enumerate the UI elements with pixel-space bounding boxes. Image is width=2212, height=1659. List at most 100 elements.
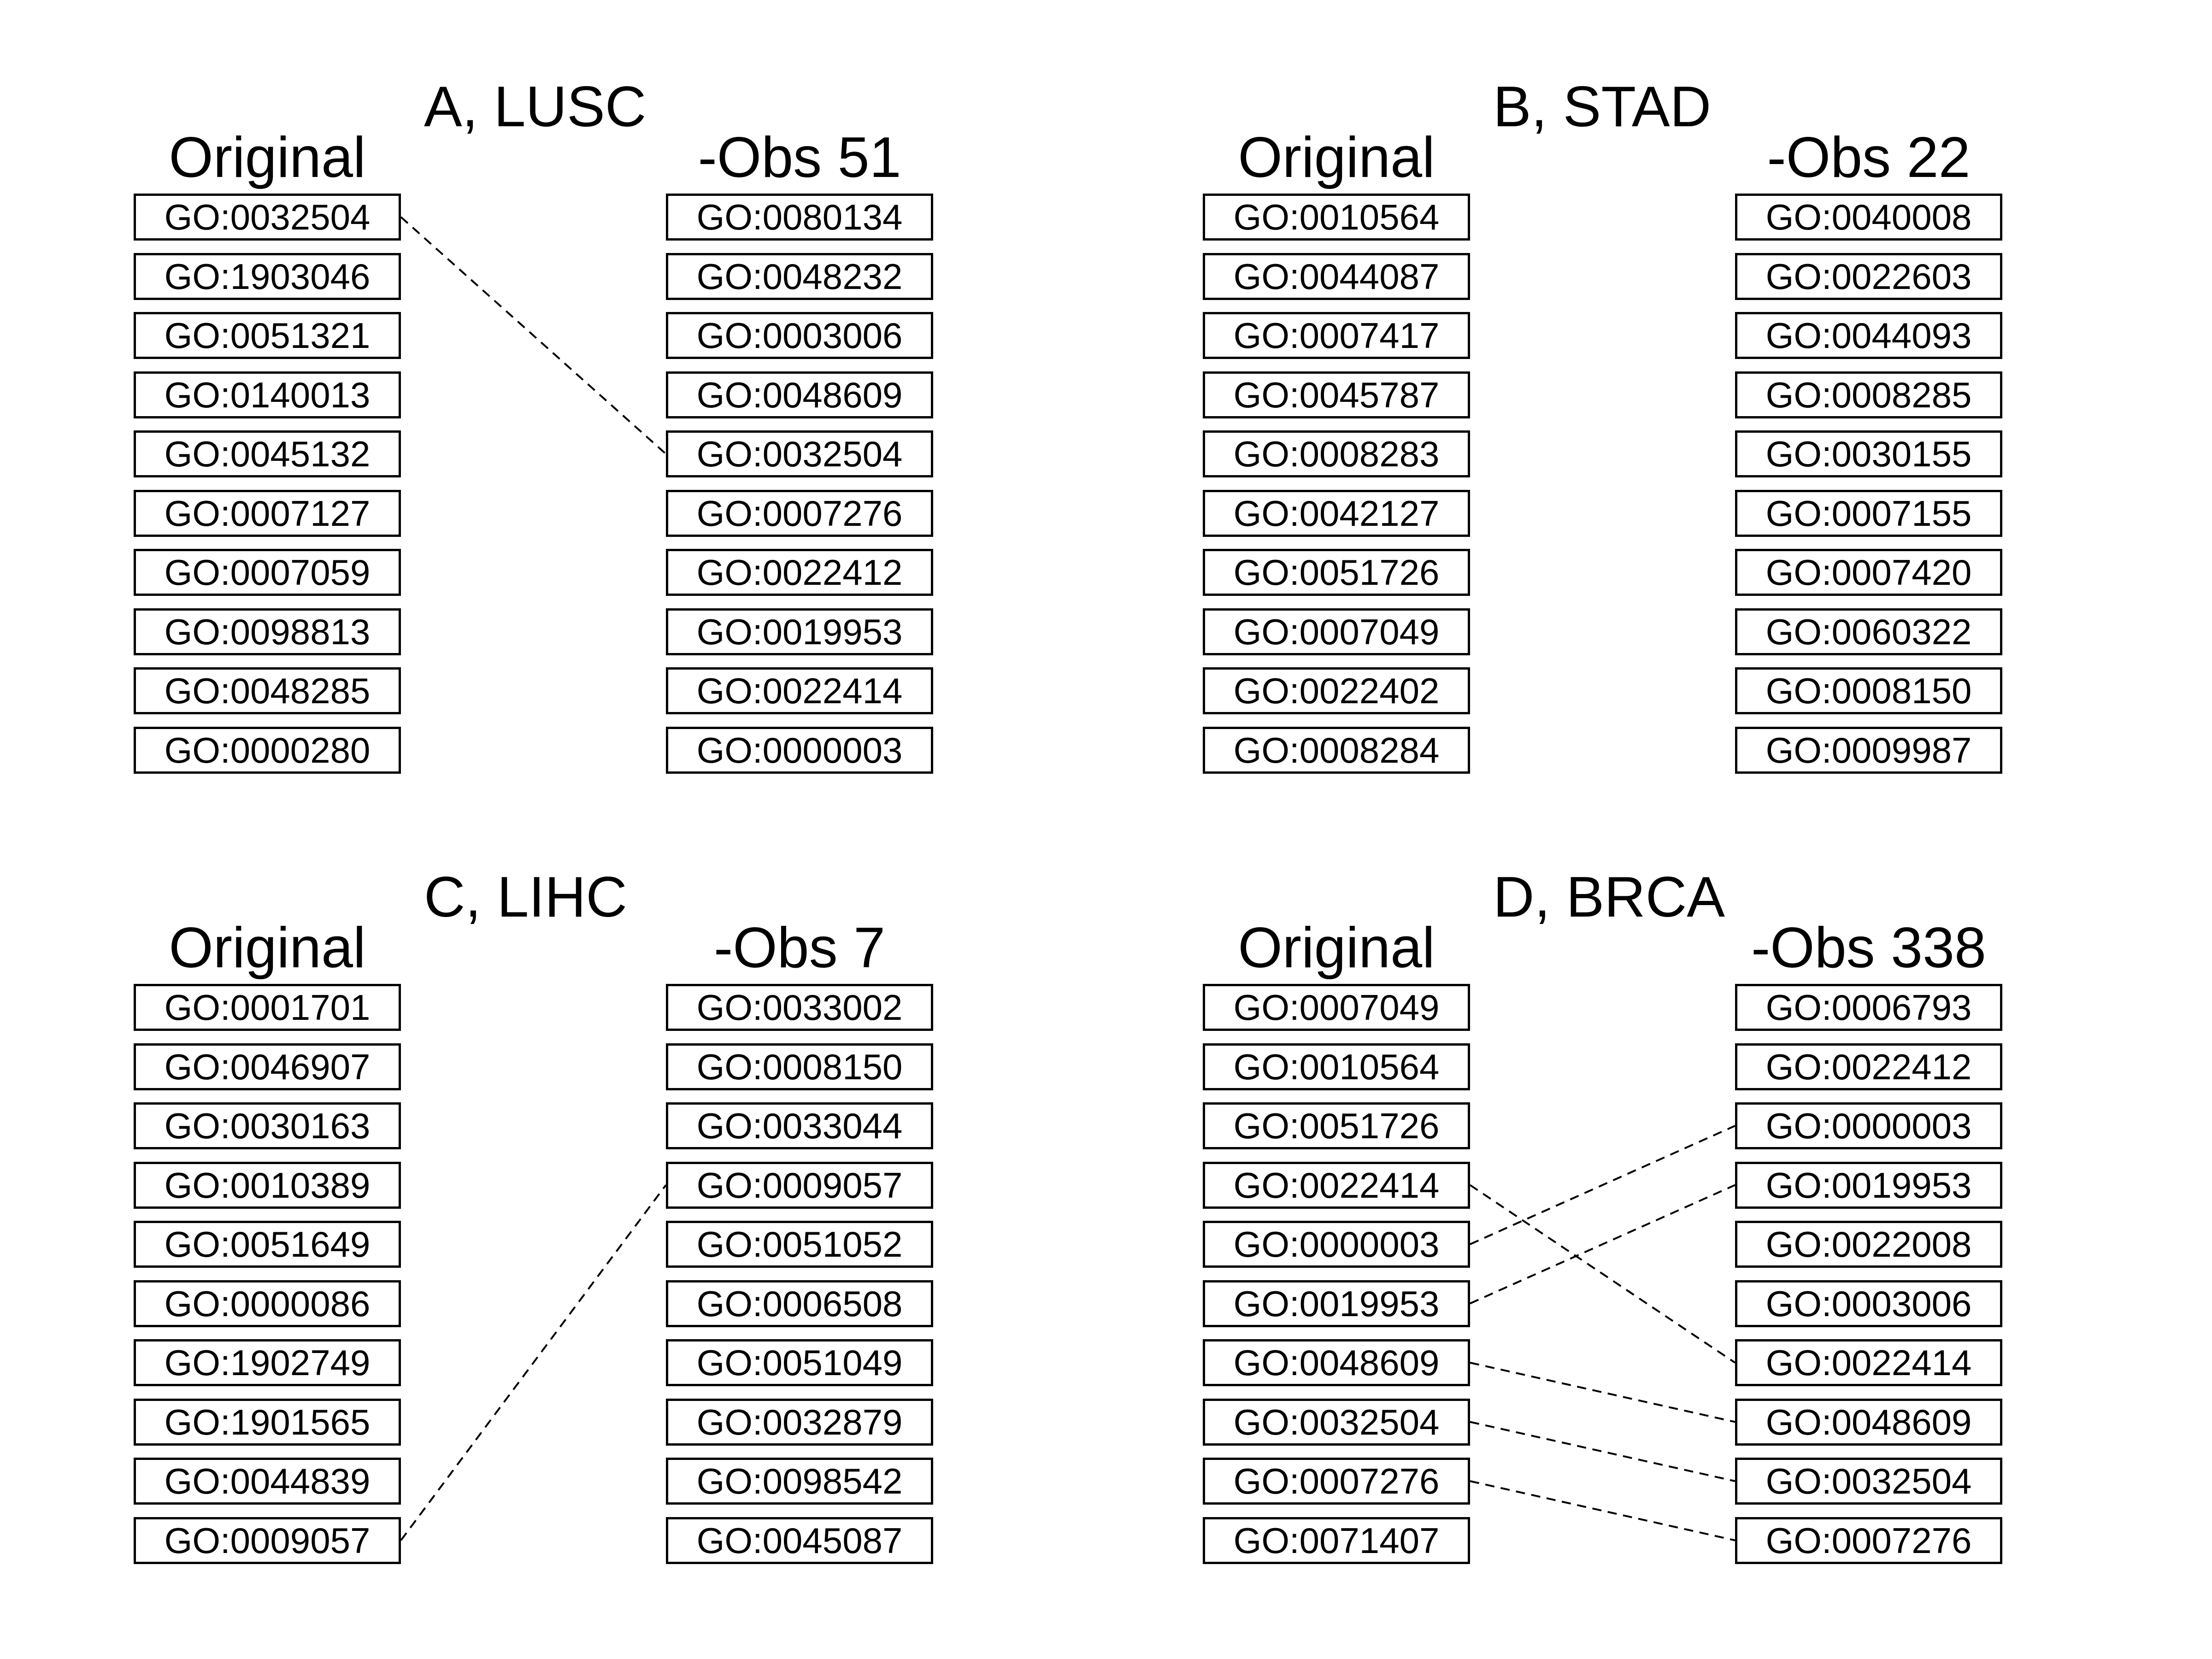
right-go-term-box: GO:0051049 — [666, 1339, 933, 1386]
right-go-term-box: GO:0022412 — [1735, 1043, 2002, 1090]
left-go-term-box: GO:0051726 — [1203, 549, 1470, 596]
left-go-term-box: GO:0007417 — [1203, 312, 1470, 359]
left-column-header: Original — [1238, 916, 1435, 980]
term-link-line — [1470, 1184, 1735, 1305]
left-go-term-box: GO:0008284 — [1203, 726, 1470, 774]
term-link-line — [1469, 1184, 1736, 1364]
left-go-term-box: GO:0044839 — [134, 1458, 401, 1505]
left-go-term-box: GO:1901565 — [134, 1398, 401, 1446]
right-go-term-box: GO:0008150 — [1735, 667, 2002, 714]
right-go-term-box: GO:0009057 — [666, 1161, 933, 1209]
left-go-term-box: GO:0019953 — [1203, 1280, 1470, 1327]
left-go-term-box: GO:0007127 — [134, 489, 401, 537]
left-go-term-box: GO:0045787 — [1203, 371, 1470, 418]
left-go-term-box: GO:0001701 — [134, 984, 401, 1031]
left-go-term-box: GO:0010564 — [1203, 194, 1470, 241]
left-go-term-box: GO:0010389 — [134, 1161, 401, 1209]
right-go-term-box: GO:0019953 — [1735, 1161, 2002, 1209]
left-go-term-box: GO:0051649 — [134, 1221, 401, 1268]
left-go-term-box: GO:0007276 — [1203, 1458, 1470, 1505]
right-go-term-box: GO:0000003 — [666, 726, 933, 774]
right-column-header: -Obs 338 — [1751, 916, 1987, 980]
right-go-term-box: GO:0007276 — [666, 489, 933, 537]
right-go-term-box: GO:0022603 — [1735, 253, 2002, 300]
term-link-line — [1470, 1362, 1735, 1423]
left-go-term-box: GO:0000003 — [1203, 1221, 1470, 1268]
right-go-term-box: GO:0022414 — [1735, 1339, 2002, 1386]
right-go-term-box: GO:0019953 — [666, 608, 933, 655]
left-go-term-box: GO:0000086 — [134, 1280, 401, 1327]
right-go-term-box: GO:0060322 — [1735, 608, 2002, 655]
right-go-term-box: GO:0008150 — [666, 1043, 933, 1090]
right-go-term-box: GO:0040008 — [1735, 194, 2002, 241]
left-go-term-box: GO:0098813 — [134, 608, 401, 655]
right-column-header: -Obs 22 — [1767, 126, 1971, 189]
left-go-term-box: GO:0048609 — [1203, 1339, 1470, 1386]
right-go-term-box: GO:0048609 — [1735, 1398, 2002, 1446]
right-go-term-box: GO:0022412 — [666, 549, 933, 596]
right-go-term-box: GO:0006508 — [666, 1280, 933, 1327]
right-go-term-box: GO:0000003 — [1735, 1102, 2002, 1149]
term-link-line — [400, 1184, 667, 1541]
left-go-term-box: GO:0010564 — [1203, 1043, 1470, 1090]
right-column-header: -Obs 7 — [713, 916, 886, 980]
left-go-term-box: GO:0022402 — [1203, 667, 1470, 714]
right-go-term-box: GO:0051052 — [666, 1221, 933, 1268]
left-go-term-box: GO:0007059 — [134, 549, 401, 596]
left-go-term-box: GO:0140013 — [134, 371, 401, 418]
left-go-term-box: GO:0007049 — [1203, 984, 1470, 1031]
left-go-term-box: GO:0030163 — [134, 1102, 401, 1149]
right-column-header: -Obs 51 — [698, 126, 901, 189]
right-go-term-box: GO:0032504 — [666, 430, 933, 477]
left-go-term-box: GO:0051321 — [134, 312, 401, 359]
left-go-term-box: GO:0000280 — [134, 726, 401, 774]
right-go-term-box: GO:0048232 — [666, 253, 933, 300]
left-go-term-box: GO:0048285 — [134, 667, 401, 714]
left-column-header: Original — [169, 916, 366, 980]
left-go-term-box: GO:0022414 — [1203, 1161, 1470, 1209]
term-link-line — [1470, 1480, 1735, 1541]
right-go-term-box: GO:0007155 — [1735, 489, 2002, 537]
left-go-term-box: GO:0032504 — [1203, 1398, 1470, 1446]
right-go-term-box: GO:0032504 — [1735, 1458, 2002, 1505]
term-link-line — [400, 216, 667, 455]
panel-title-a-lusc: A, LUSC — [424, 75, 647, 139]
left-go-term-box: GO:0044087 — [1203, 253, 1470, 300]
right-go-term-box: GO:0009987 — [1735, 726, 2002, 774]
term-link-line — [1470, 1125, 1735, 1245]
panel-title-c-lihc: C, LIHC — [424, 865, 627, 929]
left-go-term-box: GO:0008283 — [1203, 430, 1470, 477]
left-go-term-box: GO:0032504 — [134, 194, 401, 241]
right-go-term-box: GO:0030155 — [1735, 430, 2002, 477]
panel-title-b-stad: B, STAD — [1493, 75, 1712, 139]
left-go-term-box: GO:0046907 — [134, 1043, 401, 1090]
left-go-term-box: GO:0045132 — [134, 430, 401, 477]
term-link-line — [1470, 1421, 1735, 1482]
right-go-term-box: GO:0003006 — [666, 312, 933, 359]
panel-title-d-brca: D, BRCA — [1493, 865, 1725, 929]
right-go-term-box: GO:0033002 — [666, 984, 933, 1031]
right-go-term-box: GO:0022008 — [1735, 1221, 2002, 1268]
right-go-term-box: GO:0098542 — [666, 1458, 933, 1505]
right-go-term-box: GO:0045087 — [666, 1517, 933, 1564]
left-go-term-box: GO:0007049 — [1203, 608, 1470, 655]
left-go-term-box: GO:0051726 — [1203, 1102, 1470, 1149]
right-go-term-box: GO:0006793 — [1735, 984, 2002, 1031]
left-go-term-box: GO:0071407 — [1203, 1517, 1470, 1564]
right-go-term-box: GO:0022414 — [666, 667, 933, 714]
left-go-term-box: GO:1902749 — [134, 1339, 401, 1386]
left-go-term-box: GO:0009057 — [134, 1517, 401, 1564]
right-go-term-box: GO:0008285 — [1735, 371, 2002, 418]
right-go-term-box: GO:0007276 — [1735, 1517, 2002, 1564]
right-go-term-box: GO:0048609 — [666, 371, 933, 418]
right-go-term-box: GO:0044093 — [1735, 312, 2002, 359]
left-go-term-box: GO:0042127 — [1203, 489, 1470, 537]
right-go-term-box: GO:0033044 — [666, 1102, 933, 1149]
left-column-header: Original — [169, 126, 366, 189]
left-column-header: Original — [1238, 126, 1435, 189]
right-go-term-box: GO:0032879 — [666, 1398, 933, 1446]
right-go-term-box: GO:0007420 — [1735, 549, 2002, 596]
right-go-term-box: GO:0080134 — [666, 194, 933, 241]
right-go-term-box: GO:0003006 — [1735, 1280, 2002, 1327]
